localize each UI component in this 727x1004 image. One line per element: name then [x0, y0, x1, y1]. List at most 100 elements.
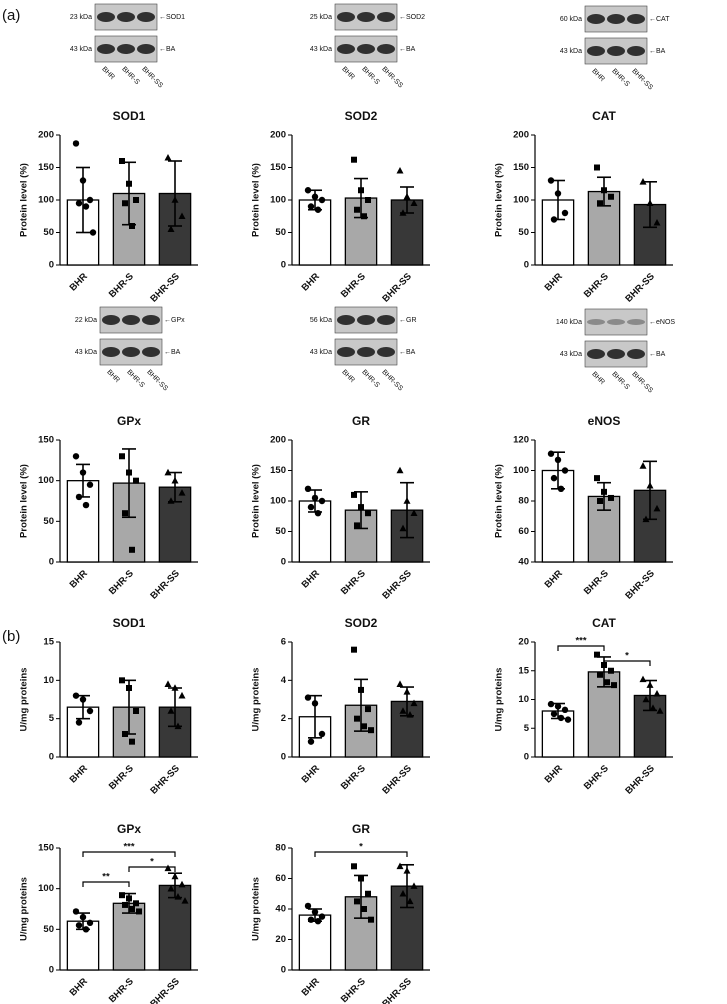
x-tick-label: BHR-S — [582, 763, 611, 792]
data-point — [354, 206, 360, 213]
blot-protein: ←BA — [399, 349, 416, 356]
x-tick-label: BHR — [300, 271, 322, 293]
data-point — [129, 546, 135, 553]
data-point — [82, 926, 90, 933]
error-bar — [354, 491, 368, 530]
blot-protein: ←GR — [399, 317, 417, 324]
data-point — [368, 727, 374, 734]
data-point — [653, 218, 661, 226]
data-point — [351, 863, 357, 870]
y-tick-label: 0 — [281, 965, 286, 976]
blot-lane: BHR-SS — [145, 369, 169, 393]
significance-label: * — [625, 651, 629, 662]
blot-band — [627, 349, 645, 359]
x-tick-label: BHR-S — [107, 568, 136, 597]
x-tick-label: BHR-SS — [380, 976, 414, 1004]
blot-lane: BHR — [340, 66, 355, 81]
x-tick-label: BHR — [68, 763, 90, 785]
y-axis-label: Protein level (%) — [494, 464, 505, 538]
data-point — [550, 710, 558, 718]
blot-band — [102, 315, 120, 325]
x-tick-label: BHR-SS — [148, 271, 182, 305]
blot-protein: ←BA — [399, 46, 416, 53]
y-tick-label: 100 — [38, 195, 54, 206]
blot-band — [607, 14, 625, 24]
y-tick-label: 0 — [49, 260, 54, 271]
blot-protein: ←SOD2 — [399, 14, 425, 21]
data-point — [399, 209, 407, 216]
data-point — [89, 229, 97, 236]
significance-bracket — [82, 881, 130, 887]
data-point — [311, 494, 319, 502]
data-point — [639, 178, 647, 185]
chart-title: GR — [352, 414, 370, 428]
data-point — [351, 491, 357, 498]
data-point — [82, 501, 90, 509]
x-tick-label: BHR-SS — [148, 763, 182, 797]
data-point — [307, 916, 315, 923]
blot-protein: ←CAT — [649, 16, 670, 23]
data-point — [174, 722, 182, 730]
data-point — [307, 203, 315, 210]
y-tick-label: 20 — [518, 637, 529, 648]
y-tick-label: 150 — [38, 435, 54, 446]
data-point — [126, 895, 132, 902]
y-axis-label: Protein level (%) — [19, 464, 30, 538]
data-point — [354, 522, 360, 529]
bar-chart: GR Protein level (%) 0 50 100 150 200 BHR BHR-S B… — [251, 414, 430, 602]
x-tick-label: BHR — [300, 568, 322, 590]
data-point — [597, 671, 603, 678]
blot-kda: 43 kDa — [560, 351, 582, 358]
significance-bracket — [128, 866, 176, 872]
data-point — [646, 681, 654, 688]
data-point — [79, 913, 87, 921]
data-point — [351, 646, 357, 653]
data-point — [564, 716, 572, 723]
blot-band — [142, 347, 160, 357]
data-point — [178, 489, 186, 496]
x-tick-label: BHR-SS — [623, 568, 657, 602]
data-point — [311, 700, 319, 707]
data-point — [122, 200, 128, 207]
data-point — [129, 738, 135, 745]
chart-title: GPx — [117, 414, 141, 428]
data-point — [547, 700, 555, 708]
data-point — [601, 488, 607, 495]
y-tick-label: 0 — [524, 260, 529, 271]
data-point — [311, 908, 319, 916]
data-point — [72, 140, 80, 147]
data-point — [547, 177, 555, 184]
data-point — [406, 897, 414, 905]
data-point — [82, 203, 90, 210]
y-tick-label: 150 — [270, 465, 286, 476]
y-tick-label: 6 — [281, 637, 286, 648]
x-tick-label: BHR — [68, 976, 90, 998]
x-tick-label: BHR-SS — [380, 271, 414, 305]
y-tick-label: 150 — [513, 162, 529, 173]
data-point — [178, 691, 186, 699]
data-point — [358, 875, 364, 882]
data-point — [119, 677, 125, 684]
data-point — [75, 719, 83, 726]
data-point — [365, 706, 371, 713]
blot-band — [357, 44, 375, 54]
x-tick-label: BHR-SS — [148, 568, 182, 602]
data-point — [608, 193, 614, 200]
y-tick-label: 10 — [43, 675, 54, 686]
y-axis-label: U/mg proteins — [251, 877, 262, 941]
blot-protein: ←eNOS — [649, 319, 675, 326]
x-tick-label: BHR-S — [107, 271, 136, 300]
data-point — [133, 197, 139, 203]
blot-lane: BHR-SS — [380, 66, 404, 90]
x-tick-label: BHR-S — [582, 271, 611, 300]
data-point — [611, 682, 617, 689]
data-point — [79, 177, 87, 184]
blot-protein: ←BA — [649, 48, 666, 55]
blot-lane: BHR — [105, 369, 120, 384]
y-tick-label: 100 — [270, 496, 286, 507]
data-point — [604, 679, 610, 686]
data-point — [167, 707, 175, 714]
significance-label: ** — [102, 872, 110, 883]
data-point — [304, 694, 312, 701]
data-point — [126, 685, 132, 691]
